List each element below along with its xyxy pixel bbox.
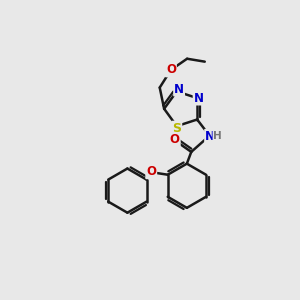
Text: N: N [205, 130, 215, 143]
Text: O: O [166, 63, 176, 76]
Text: H: H [213, 131, 222, 141]
Text: N: N [174, 82, 184, 96]
Text: S: S [172, 122, 181, 135]
Text: O: O [146, 165, 156, 178]
Text: O: O [170, 133, 180, 146]
Text: N: N [194, 92, 204, 104]
